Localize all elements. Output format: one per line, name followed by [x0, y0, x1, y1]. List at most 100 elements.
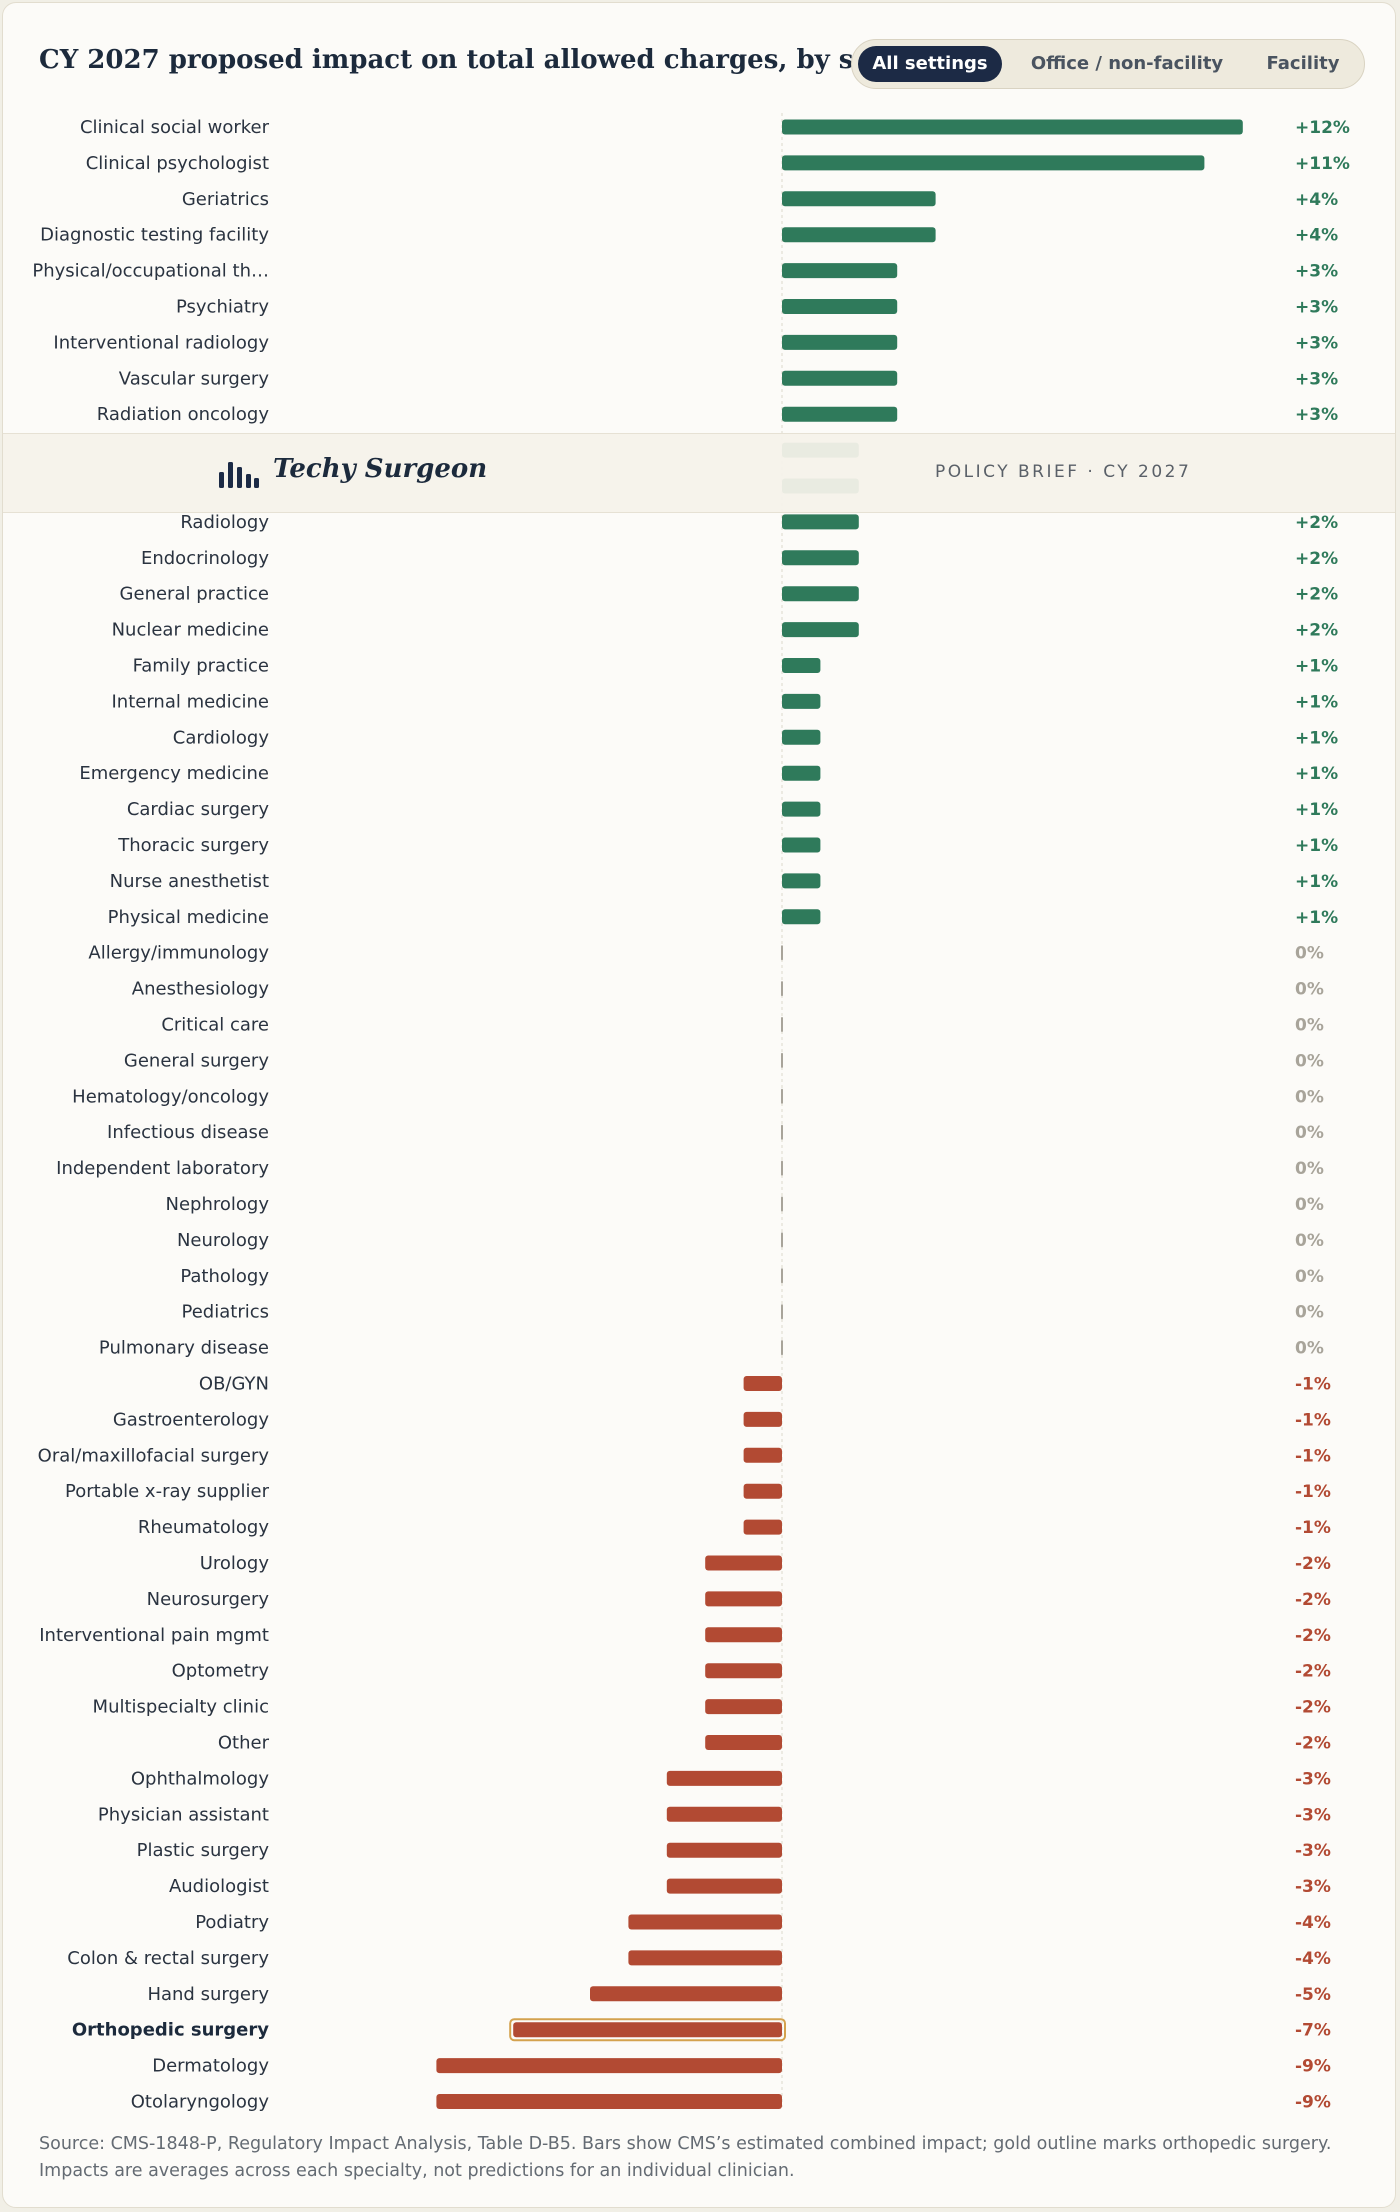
value-label: +1% [1295, 908, 1338, 928]
category-label: Oral/maxillofacial surgery [38, 1445, 270, 1466]
value-label: 0% [1295, 1339, 1324, 1359]
category-label: OB/GYN [199, 1374, 269, 1395]
value-label: 0% [1295, 1087, 1324, 1107]
bar [436, 2058, 782, 2074]
value-label: +3% [1295, 369, 1338, 389]
value-label: -2% [1295, 1554, 1331, 1574]
category-label: Dermatology [152, 2056, 269, 2077]
category-label: Interventional radiology [53, 332, 269, 353]
bar [590, 1986, 782, 2002]
value-label: +1% [1295, 657, 1338, 677]
bar [781, 1052, 783, 1068]
bar [666, 1842, 782, 1858]
category-label: Family practice [133, 656, 269, 677]
bar [705, 1555, 782, 1571]
bar [782, 765, 821, 781]
tab-office-non-facility[interactable]: Office / non-facility [1030, 53, 1224, 74]
bar [782, 227, 936, 243]
category-label: Anesthesiology [132, 979, 270, 1000]
value-label: +1% [1295, 728, 1338, 748]
value-label: -4% [1295, 1913, 1331, 1933]
category-label: Clinical social worker [80, 117, 270, 138]
category-label: General practice [120, 584, 269, 605]
highlight-outline [509, 2018, 786, 2042]
value-label: -7% [1295, 2021, 1331, 2041]
category-label: Diagnostic testing facility [40, 225, 269, 246]
setting-toggle: All settings Office / non-facility Facil… [851, 39, 1365, 89]
bar [513, 2022, 782, 2038]
value-label: 0% [1295, 944, 1324, 964]
bar [782, 550, 859, 566]
category-label: Thoracic surgery [117, 835, 269, 856]
category-label: Physical/occupational th… [32, 261, 269, 282]
value-label: +3% [1295, 405, 1338, 425]
value-label: 0% [1295, 1195, 1324, 1215]
category-label: Multispecialty clinic [93, 1697, 269, 1718]
source-note: Source: CMS-1848-P, Regulatory Impact An… [39, 2134, 1332, 2181]
bar [781, 1160, 783, 1176]
category-label: Critical care [161, 1015, 269, 1036]
bar [781, 1124, 783, 1140]
category-label: Emergency medicine [79, 763, 269, 784]
bar [781, 981, 783, 997]
bar [743, 1483, 782, 1499]
bar [628, 1950, 782, 1966]
bar [781, 1017, 783, 1032]
value-label: +1% [1295, 692, 1338, 712]
category-label: Urology [200, 1553, 270, 1574]
bar [705, 1663, 782, 1679]
value-label: +2% [1295, 585, 1338, 605]
category-label: Independent laboratory [56, 1158, 269, 1179]
value-label: -9% [1295, 2093, 1331, 2113]
value-label: -2% [1295, 1734, 1331, 1754]
value-label: +2% [1295, 549, 1338, 569]
value-label: -3% [1295, 1769, 1331, 1789]
bar [705, 1735, 782, 1750]
category-label: General surgery [124, 1050, 269, 1071]
value-label: -3% [1295, 1805, 1331, 1825]
bar [666, 1806, 782, 1822]
value-label: 0% [1295, 1051, 1324, 1071]
category-label: Hand surgery [147, 1984, 269, 2005]
value-label: -1% [1295, 1518, 1331, 1538]
category-label: Hematology/oncology [72, 1086, 269, 1107]
category-label: Clinical psychologist [86, 153, 269, 174]
category-label: Optometry [172, 1661, 270, 1682]
bar [705, 1699, 782, 1715]
bar [436, 2094, 782, 2109]
bar [666, 1878, 782, 1894]
bar [782, 873, 821, 889]
bar [782, 119, 1243, 135]
category-label: Radiation oncology [97, 404, 270, 425]
tab-facility[interactable]: Facility [1266, 53, 1340, 74]
category-label: Physician assistant [98, 1804, 269, 1825]
value-label: -2% [1295, 1626, 1331, 1646]
category-label: Vascular surgery [119, 368, 270, 389]
value-label: -1% [1295, 1446, 1331, 1466]
value-label: -9% [1295, 2057, 1331, 2077]
policy-brief-tag: POLICY BRIEF · CY 2027 [935, 462, 1192, 482]
category-label: Allergy/immunology [88, 943, 269, 964]
value-label: +3% [1295, 333, 1338, 353]
category-label: Orthopedic surgery [72, 2020, 269, 2041]
bar [743, 1376, 782, 1391]
value-label: +3% [1295, 298, 1338, 318]
chart-title: CY 2027 proposed impact on total allowed… [39, 45, 968, 75]
category-label: Podiatry [195, 1912, 269, 1933]
bar [705, 1591, 782, 1607]
tab-all-settings[interactable]: All settings [858, 46, 1002, 82]
category-label: Physical medicine [108, 907, 269, 928]
value-label: -3% [1295, 1841, 1331, 1861]
bar [781, 945, 783, 961]
category-label: Audiologist [169, 1876, 269, 1897]
category-label: Neurosurgery [147, 1589, 270, 1610]
bar [782, 693, 821, 709]
category-label: Nuclear medicine [112, 620, 269, 641]
value-label: 0% [1295, 1231, 1324, 1251]
bar [781, 1232, 783, 1248]
category-label: Nephrology [166, 1194, 270, 1215]
category-label: Radiology [180, 512, 269, 533]
value-label: 0% [1295, 980, 1324, 1000]
category-label: Otolaryngology [131, 2092, 270, 2113]
